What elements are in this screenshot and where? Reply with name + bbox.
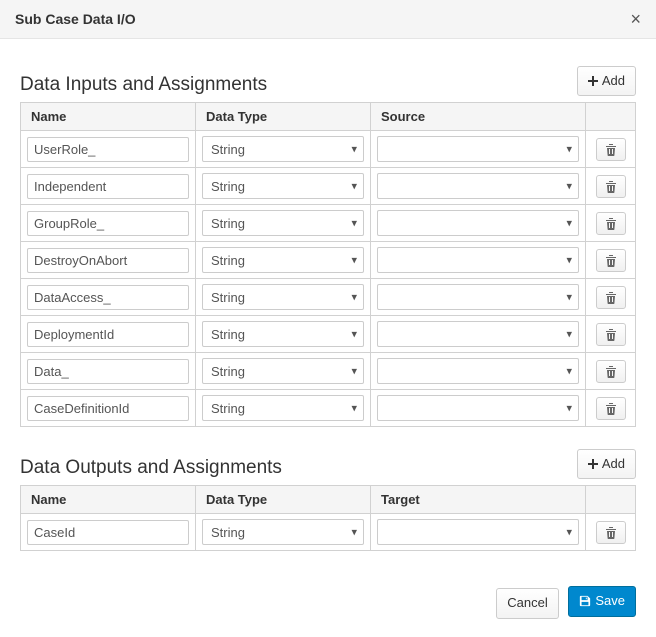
trash-icon (605, 254, 617, 267)
data-type-value: String (211, 253, 245, 268)
dialog-title: Sub Case Data I/O (15, 11, 136, 27)
name-input[interactable] (27, 359, 189, 384)
source-select[interactable] (377, 358, 579, 384)
trash-icon (605, 328, 617, 341)
inputs-title: Data Inputs and Assignments (20, 74, 267, 96)
name-input[interactable] (27, 137, 189, 162)
trash-icon (605, 180, 617, 193)
data-type-value: String (211, 525, 245, 540)
name-input[interactable] (27, 248, 189, 273)
source-select[interactable] (377, 210, 579, 236)
data-type-select[interactable]: String (202, 284, 364, 310)
data-type-value: String (211, 216, 245, 231)
source-select[interactable] (377, 247, 579, 273)
table-row: String (21, 279, 636, 316)
table-row: String (21, 242, 636, 279)
trash-icon (605, 402, 617, 415)
source-select[interactable] (377, 136, 579, 162)
data-type-value: String (211, 327, 245, 342)
trash-icon (605, 365, 617, 378)
name-input[interactable] (27, 211, 189, 236)
outputs-header-row: Name Data Type Target (21, 486, 636, 514)
add-output-label: Add (602, 455, 625, 473)
data-type-value: String (211, 290, 245, 305)
data-type-value: String (211, 401, 245, 416)
data-type-select[interactable]: String (202, 173, 364, 199)
data-type-value: String (211, 364, 245, 379)
trash-icon (605, 143, 617, 156)
col-source-header: Source (371, 103, 586, 131)
trash-icon (605, 217, 617, 230)
save-label: Save (595, 592, 625, 610)
name-input[interactable] (27, 520, 189, 545)
delete-row-button[interactable] (596, 521, 626, 544)
data-type-select[interactable]: String (202, 247, 364, 273)
source-select[interactable] (377, 173, 579, 199)
data-type-select[interactable]: String (202, 395, 364, 421)
name-input[interactable] (27, 396, 189, 421)
table-row: String (21, 168, 636, 205)
outputs-header: Data Outputs and Assignments Add (20, 449, 636, 479)
delete-row-button[interactable] (596, 249, 626, 272)
col-actions-header (586, 103, 636, 131)
add-input-label: Add (602, 72, 625, 90)
table-row: String (21, 514, 636, 551)
data-type-select[interactable]: String (202, 519, 364, 545)
data-type-select[interactable]: String (202, 321, 364, 347)
col-name-header: Name (21, 103, 196, 131)
plus-icon (588, 459, 598, 469)
inputs-header: Data Inputs and Assignments Add (20, 66, 636, 96)
delete-row-button[interactable] (596, 286, 626, 309)
add-output-button[interactable]: Add (577, 449, 636, 479)
delete-row-button[interactable] (596, 323, 626, 346)
data-type-select[interactable]: String (202, 358, 364, 384)
delete-row-button[interactable] (596, 138, 626, 161)
add-input-button[interactable]: Add (577, 66, 636, 96)
inputs-header-row: Name Data Type Source (21, 103, 636, 131)
col-actions-header (586, 486, 636, 514)
table-row: String (21, 205, 636, 242)
name-input[interactable] (27, 322, 189, 347)
target-select[interactable] (377, 519, 579, 545)
data-type-value: String (211, 179, 245, 194)
delete-row-button[interactable] (596, 212, 626, 235)
cancel-button[interactable]: Cancel (496, 588, 558, 618)
name-input[interactable] (27, 174, 189, 199)
source-select[interactable] (377, 284, 579, 310)
save-button[interactable]: Save (568, 586, 636, 616)
dialog-header: Sub Case Data I/O × (0, 0, 656, 39)
outputs-title: Data Outputs and Assignments (20, 457, 282, 479)
outputs-table: Name Data Type Target String (20, 485, 636, 551)
dialog-body: Data Inputs and Assignments Add Name Dat… (0, 39, 656, 574)
data-type-select[interactable]: String (202, 210, 364, 236)
name-input[interactable] (27, 285, 189, 310)
inputs-table: Name Data Type Source String String String… (20, 102, 636, 427)
col-name-header: Name (21, 486, 196, 514)
source-select[interactable] (377, 321, 579, 347)
table-row: String (21, 353, 636, 390)
source-select[interactable] (377, 395, 579, 421)
table-row: String (21, 131, 636, 168)
data-type-select[interactable]: String (202, 136, 364, 162)
delete-row-button[interactable] (596, 360, 626, 383)
col-type-header: Data Type (196, 103, 371, 131)
close-button[interactable]: × (630, 10, 641, 28)
save-icon (579, 595, 591, 607)
trash-icon (605, 291, 617, 304)
col-type-header: Data Type (196, 486, 371, 514)
delete-row-button[interactable] (596, 397, 626, 420)
table-row: String (21, 316, 636, 353)
trash-icon (605, 526, 617, 539)
delete-row-button[interactable] (596, 175, 626, 198)
data-type-value: String (211, 142, 245, 157)
dialog-footer: Cancel Save (0, 574, 656, 636)
table-row: String (21, 390, 636, 427)
col-target-header: Target (371, 486, 586, 514)
plus-icon (588, 76, 598, 86)
